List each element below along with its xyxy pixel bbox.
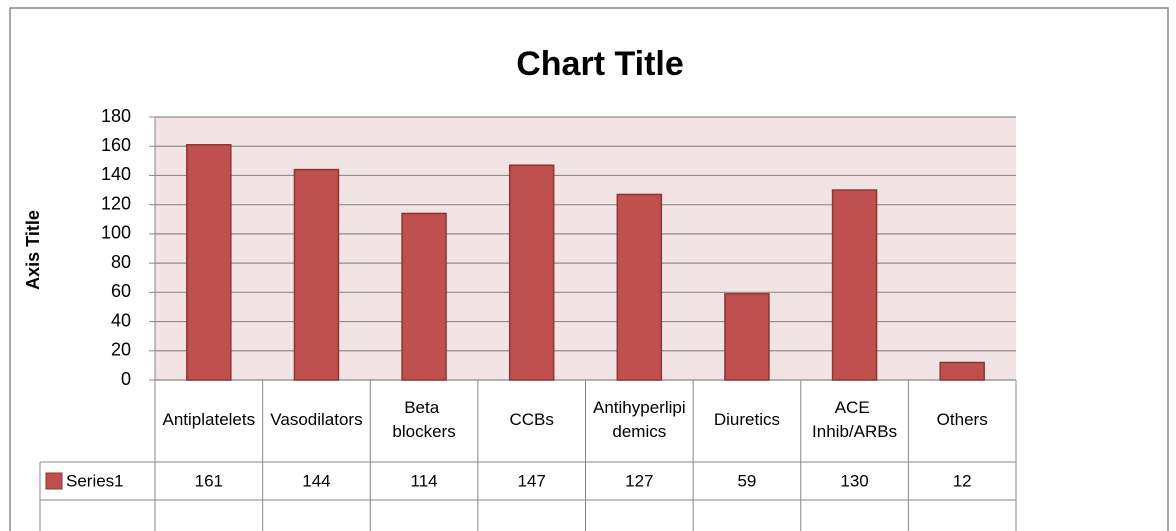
x-tick-label: Antihyperlipi demics bbox=[593, 398, 686, 441]
plot-area bbox=[155, 117, 1016, 380]
bar bbox=[401, 212, 447, 381]
table-value: 127 bbox=[625, 471, 653, 490]
y-tick-label: 140 bbox=[101, 164, 131, 184]
label-line: CCBs bbox=[509, 410, 553, 429]
y-tick-label: 100 bbox=[101, 223, 131, 243]
chart-title: Chart Title bbox=[516, 45, 684, 83]
label-line: Others bbox=[937, 410, 988, 429]
bar bbox=[831, 189, 878, 381]
label-line: blockers bbox=[392, 422, 455, 441]
label-line: Antihyperlipi bbox=[593, 398, 686, 417]
y-tick-label: 0 bbox=[121, 369, 131, 389]
y-axis-title: Axis Title bbox=[23, 210, 43, 290]
legend-key bbox=[45, 472, 63, 490]
bar bbox=[186, 144, 232, 381]
y-tick-label: 20 bbox=[111, 340, 131, 360]
table-value: 161 bbox=[195, 471, 223, 490]
bar bbox=[724, 293, 770, 381]
y-tick-label: 120 bbox=[101, 193, 131, 213]
table-value: 147 bbox=[518, 471, 546, 490]
y-tick-label: 80 bbox=[111, 252, 131, 272]
table-value: 12 bbox=[953, 471, 972, 490]
label-line: Vasodilators bbox=[270, 410, 362, 429]
label-line: ACE bbox=[835, 398, 875, 417]
table-value: 59 bbox=[737, 471, 756, 490]
bar bbox=[508, 164, 555, 381]
x-tick-label: Others bbox=[937, 410, 988, 429]
y-tick-label: 160 bbox=[101, 135, 131, 155]
label-line: demics bbox=[612, 422, 666, 441]
y-tick-label: 180 bbox=[101, 106, 131, 126]
bar bbox=[293, 168, 340, 381]
x-tick-label: CCBs bbox=[509, 410, 553, 429]
x-tick-label: Beta blockers bbox=[392, 398, 455, 441]
y-tick-label: 40 bbox=[111, 310, 131, 330]
x-tick-label: Vasodilators bbox=[270, 410, 362, 429]
x-tick-label: Diuretics bbox=[714, 410, 780, 429]
bar bbox=[939, 361, 985, 381]
label-line: Diuretics bbox=[714, 410, 780, 429]
label-line: Inhib/ARBs bbox=[812, 422, 897, 441]
bar bbox=[616, 193, 663, 381]
y-tick-label: 60 bbox=[111, 281, 131, 301]
x-tick-label: Antiplatelets bbox=[163, 410, 256, 429]
legend-label: Series1 bbox=[66, 471, 124, 490]
table-value: 130 bbox=[840, 471, 868, 490]
label-line: Antiplatelets bbox=[163, 410, 256, 429]
label-line: Beta bbox=[404, 398, 444, 417]
x-tick-label: ACE Inhib/ARBs bbox=[812, 398, 897, 441]
table-value: 144 bbox=[302, 471, 330, 490]
table-value: 114 bbox=[411, 471, 438, 490]
